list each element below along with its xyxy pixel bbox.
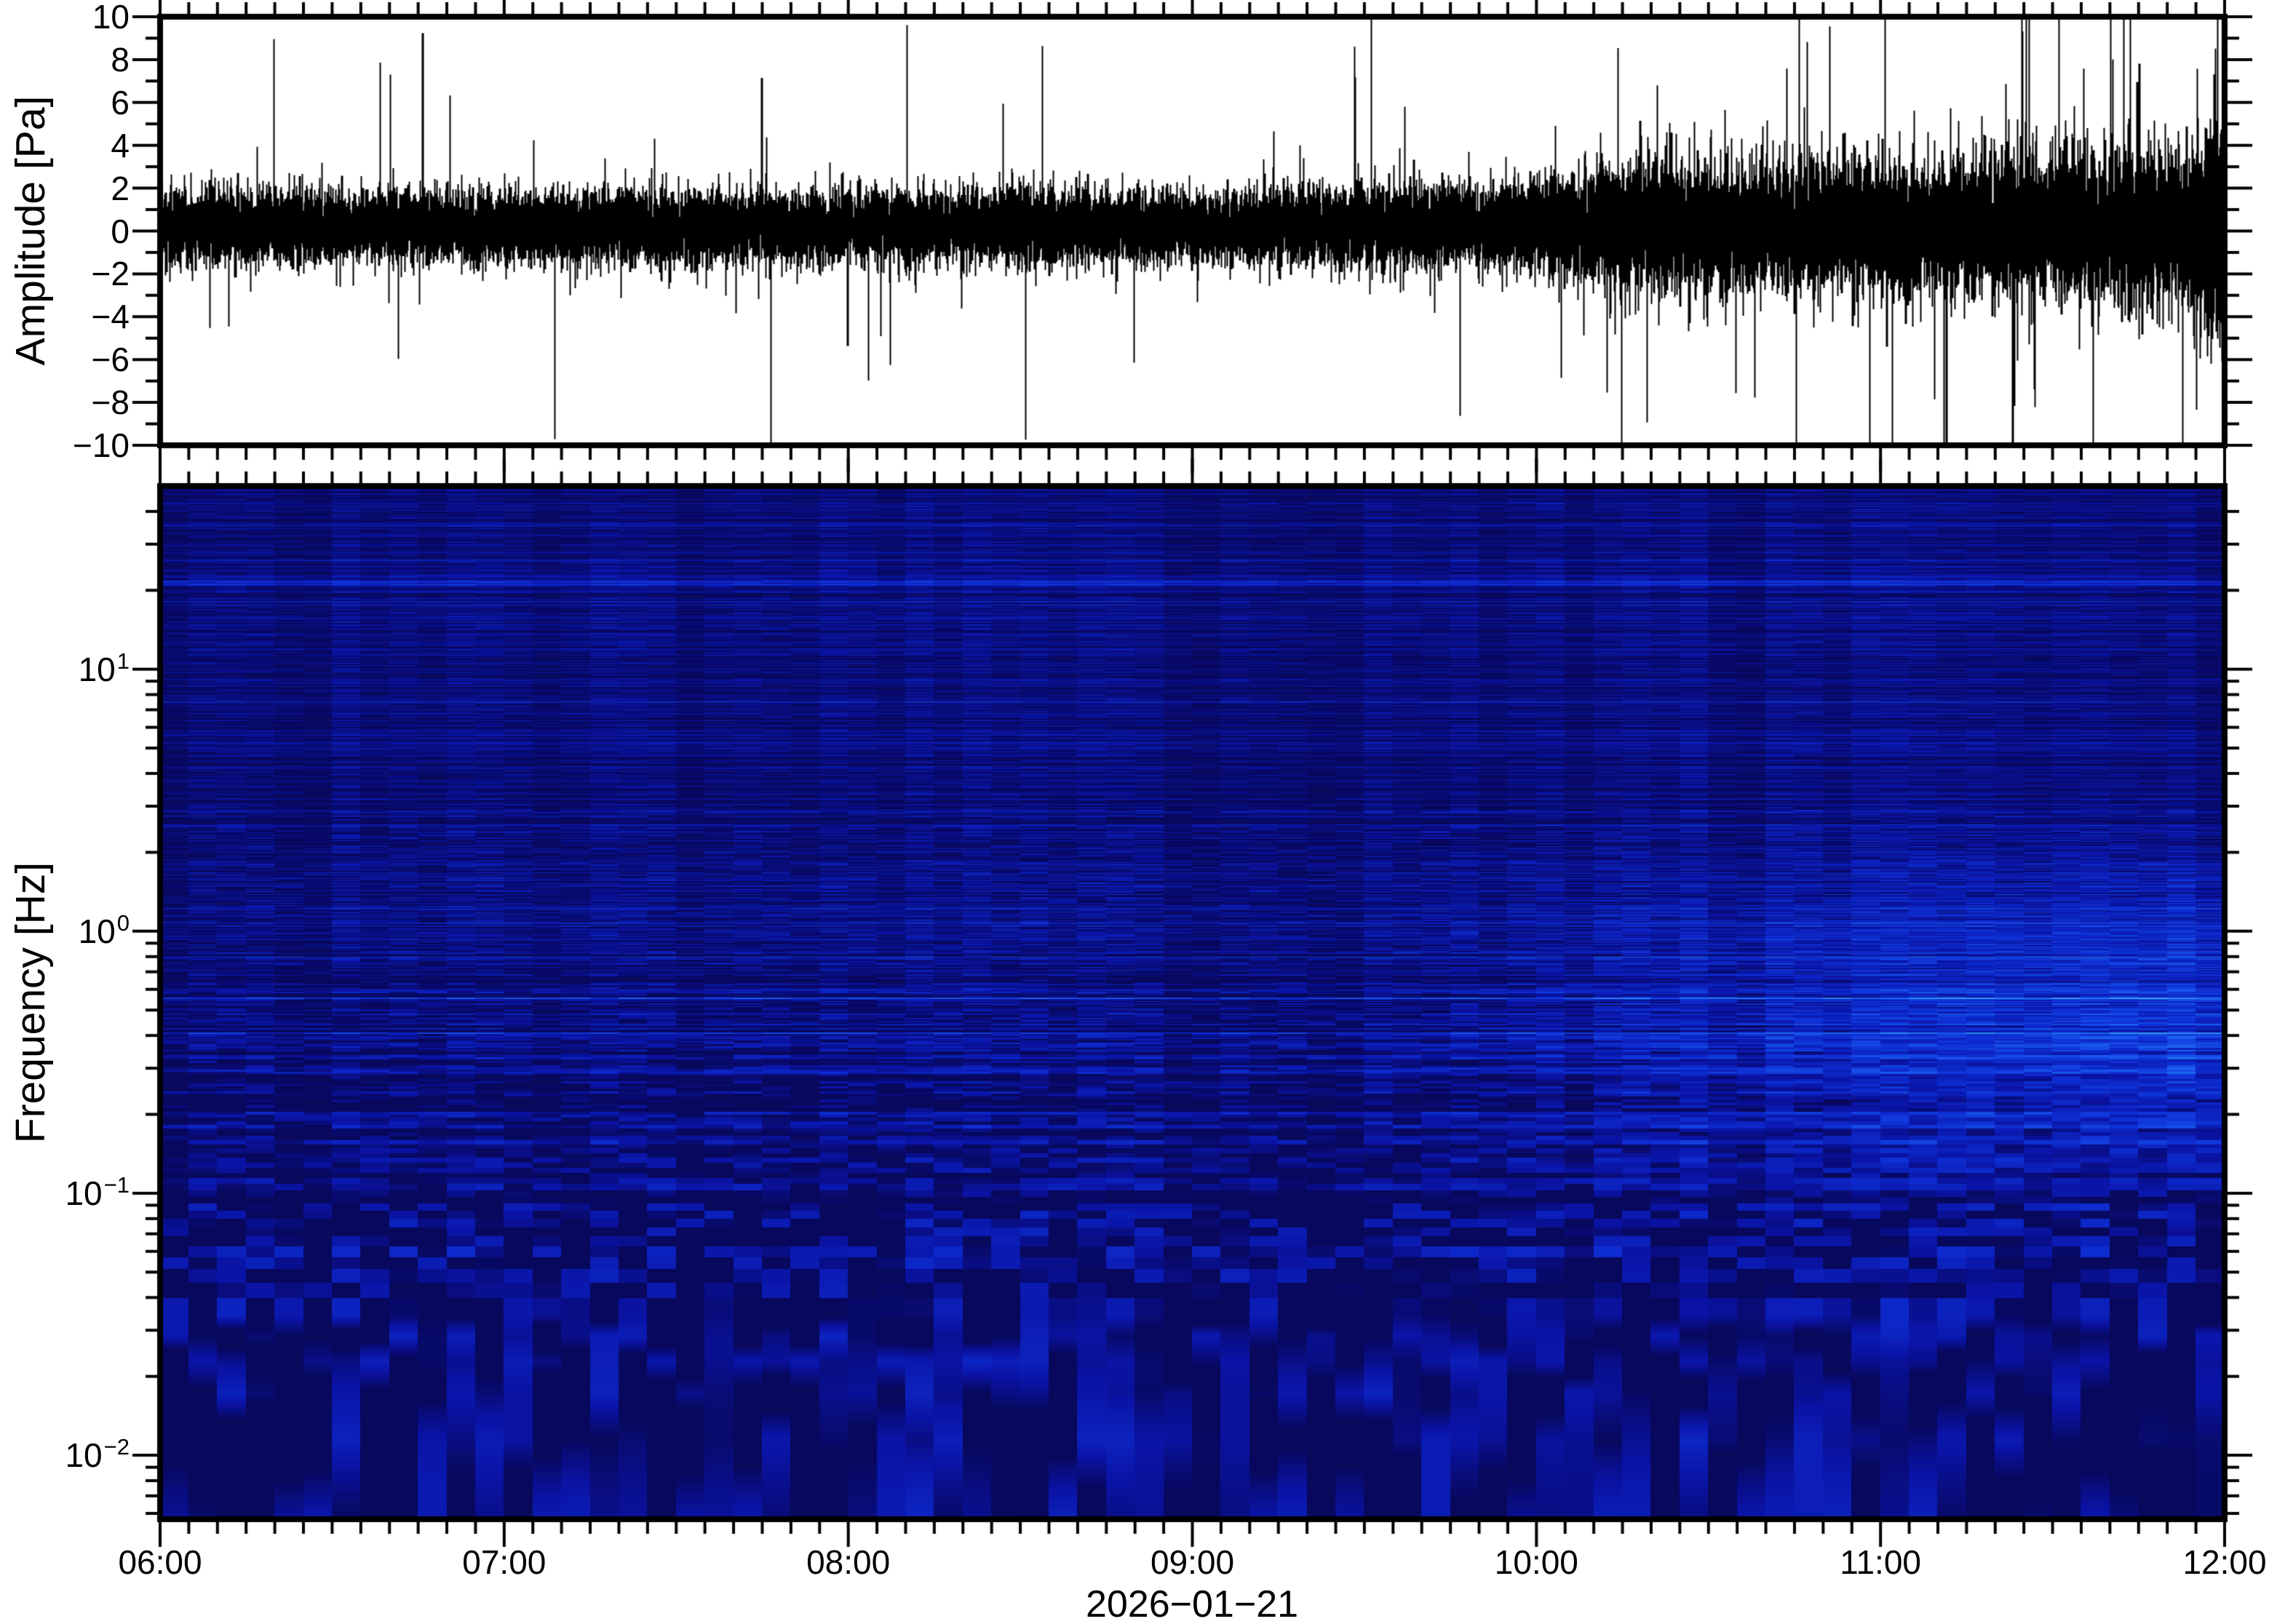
spectrogram-y-axis-title: Frequency [Hz] bbox=[7, 861, 54, 1144]
frequency-tick-mantissa: 10 bbox=[78, 912, 116, 950]
frequency-tick-label: 100 bbox=[0, 909, 130, 952]
time-tick-label: 09:00 bbox=[1150, 1543, 1235, 1581]
time-tick-label: 07:00 bbox=[462, 1543, 547, 1581]
time-tick-label: 10:00 bbox=[1494, 1543, 1578, 1581]
time-tick-label: 08:00 bbox=[806, 1543, 891, 1581]
frequency-tick-label: 10−2 bbox=[0, 1434, 130, 1476]
frequency-tick-exponent: −1 bbox=[103, 1171, 130, 1198]
frequency-tick-mantissa: 10 bbox=[65, 1174, 103, 1212]
time-tick-label: 06:00 bbox=[118, 1543, 202, 1581]
time-tick-label: 11:00 bbox=[1840, 1543, 1921, 1581]
frequency-tick-exponent: −2 bbox=[103, 1434, 130, 1460]
amplitude-tick-label: −8 bbox=[91, 383, 130, 422]
amplitude-tick-label: −2 bbox=[91, 255, 130, 293]
frequency-tick-label: 101 bbox=[0, 648, 130, 690]
frequency-tick-exponent: 1 bbox=[116, 648, 130, 674]
time-tick-label: 12:00 bbox=[2182, 1543, 2267, 1581]
amplitude-tick-label: 0 bbox=[111, 212, 130, 250]
x-axis-date-label: 2026−01−21 bbox=[1085, 1583, 1299, 1624]
frequency-tick-label: 10−1 bbox=[0, 1171, 130, 1214]
amplitude-tick-label: 6 bbox=[111, 83, 130, 122]
amplitude-tick-label: 4 bbox=[111, 126, 130, 164]
frequency-tick-exponent: 0 bbox=[116, 909, 130, 936]
frequency-tick-mantissa: 10 bbox=[65, 1436, 103, 1475]
amplitude-tick-label: 8 bbox=[111, 40, 130, 79]
amplitude-tick-label: −10 bbox=[72, 426, 130, 464]
amplitude-tick-label: 2 bbox=[111, 169, 130, 207]
amplitude-tick-label: −6 bbox=[91, 341, 130, 379]
amplitude-tick-label: 10 bbox=[92, 0, 130, 36]
amplitude-tick-label: −4 bbox=[91, 298, 130, 336]
frequency-tick-mantissa: 10 bbox=[78, 650, 116, 688]
